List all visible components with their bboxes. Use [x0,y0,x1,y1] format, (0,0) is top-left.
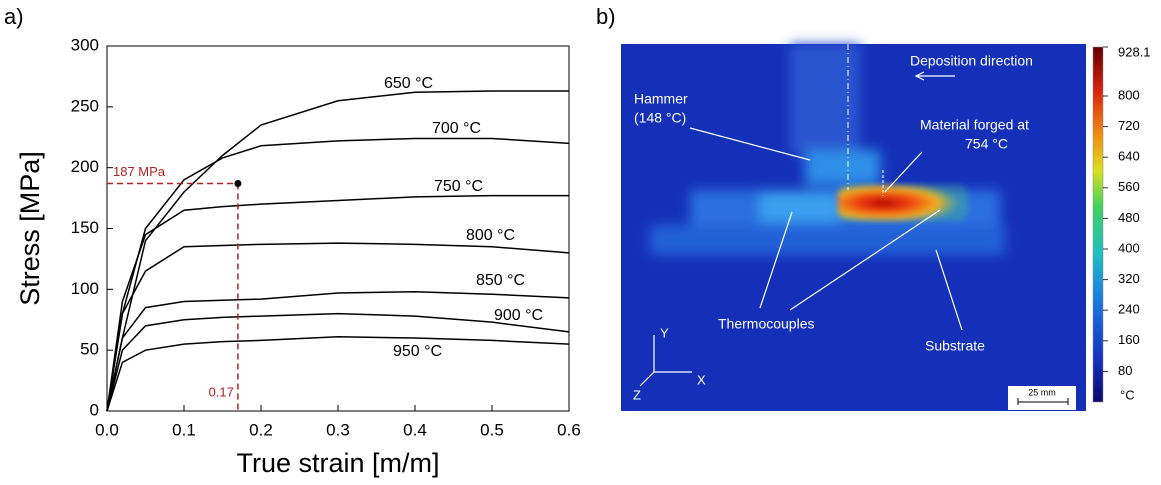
series-label: 700 °C [432,120,481,137]
colorbar-tick-label: 480 [1118,210,1140,225]
series-label: 850 °C [476,272,525,289]
y-tick-label: 50 [80,340,99,359]
panel-label: b) [596,4,616,29]
thermal-image: b) Deposition direction Hammer (148 °C) … [596,4,1135,411]
forged-label: 754 °C [965,136,1008,152]
colorbar-tick-label: 560 [1118,179,1140,194]
colorbar-unit: °C [1120,387,1135,402]
scale-box [1008,386,1076,410]
colorbar-tick-label: 640 [1118,149,1140,164]
series-label: 800 °C [466,227,515,244]
x-tick-label: 0.1 [172,420,196,439]
hammer-label: (148 °C) [634,110,686,126]
marker-x-label: 0.17 [209,384,234,399]
axis-x-label: X [697,372,706,387]
x-tick-label: 0.0 [95,420,119,439]
y-axis-label: Stress [MPa] [15,151,45,306]
direction-label: Deposition direction [910,53,1033,69]
colorbar-tick-label: 928.1 [1118,44,1151,59]
x-tick-label: 0.6 [557,420,581,439]
x-tick-label: 0.4 [403,420,427,439]
line [106,194,569,412]
series-label: 650 °C [384,75,433,92]
arrows [639,71,963,387]
y-tick-label: 100 [71,279,99,298]
line [106,291,570,412]
colorbar [1092,46,1104,403]
y-tick-label: 0 [90,400,99,419]
colorbar-tick-label: 80 [1118,363,1132,378]
marker-point [234,179,242,187]
series-label: 750 °C [434,178,483,195]
colorbar-tick-label: 320 [1118,271,1140,286]
y-tick-label: 150 [71,218,99,237]
x-tick-label: 0.2 [249,420,273,439]
line [106,336,570,412]
series-label: 900 °C [494,307,543,324]
y-tick-label: 200 [71,157,99,176]
axis-y-label: Y [660,325,669,340]
colorbar-tick-label: 720 [1118,118,1140,133]
line [106,242,570,412]
hot-zone [838,185,968,221]
colorbar-tick-label: 800 [1118,87,1140,102]
panel-label: a) [4,4,24,29]
annotations: Deposition direction Hammer (148 °C) Mat… [633,53,1033,403]
y-tick-label: 250 [71,96,99,115]
line [106,312,570,412]
y-tick-label: 300 [71,35,99,54]
scale-label: 25 mm [1028,387,1056,397]
series-label: 950 °C [393,343,442,360]
x-axis-label: True strain [m/m] [236,448,439,478]
x-tick-label: 0.3 [326,420,350,439]
line [106,90,569,412]
hammer-label: Hammer [634,91,688,107]
scale-bar [1017,398,1069,405]
stress-strain-chart: 0 50 100 150 200 250 300 0.0 0.1 0.2 0.3 0.4 0.5 0.6 T… [15,35,581,478]
colorbar-tick-label: 400 [1118,240,1140,255]
colorbar-tick-label: 160 [1118,332,1140,347]
line [106,137,570,412]
colorbar-tick-label: 240 [1118,302,1140,317]
thermocouples-label: Thermocouples [718,316,815,332]
forged-label: Material forged at [920,117,1029,133]
x-tick-label: 0.5 [480,420,504,439]
axis-z-label: Z [633,387,641,402]
marker-y-label: 187 MPa [113,164,166,179]
substrate-label: Substrate [925,338,985,354]
